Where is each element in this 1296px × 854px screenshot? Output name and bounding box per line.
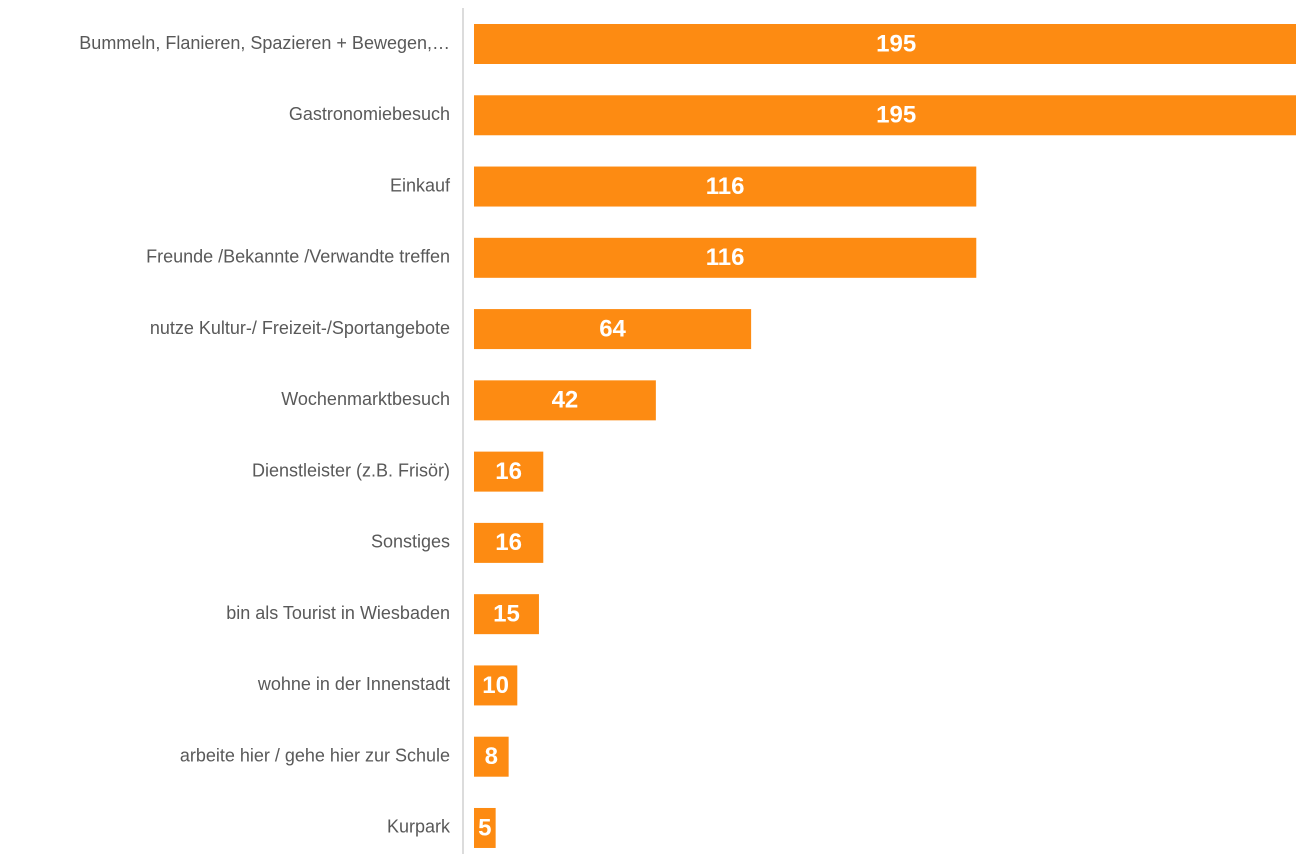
bar: [474, 309, 752, 350]
bar: [474, 166, 977, 207]
category-label: Dienstleister (z.B. Frisör): [252, 460, 450, 480]
value-label: 8: [485, 743, 498, 770]
value-label: 15: [493, 601, 520, 628]
category-label: Bummeln, Flanieren, Spazieren + Bewegen,…: [79, 33, 450, 53]
value-label: 195: [876, 102, 916, 129]
value-label: 116: [706, 173, 745, 200]
value-label: 116: [706, 244, 745, 271]
value-label: 10: [482, 672, 509, 699]
bar: [474, 95, 1296, 136]
category-label: nutze Kultur-/ Freizeit-/Sportangebote: [150, 318, 450, 338]
bar: [474, 522, 544, 563]
category-label: arbeite hier / gehe hier zur Schule: [180, 745, 450, 765]
bar: [474, 665, 518, 706]
value-label: 5: [478, 814, 491, 841]
category-label: Sonstiges: [371, 532, 450, 552]
category-label: Kurpark: [387, 817, 451, 837]
value-label: 64: [599, 315, 626, 342]
bar: [474, 380, 656, 421]
bar: [474, 807, 496, 848]
bar: [474, 736, 509, 777]
category-label: Einkauf: [390, 175, 451, 195]
bar: [474, 451, 544, 492]
value-label: 42: [552, 387, 579, 414]
category-label: Gastronomiebesuch: [289, 104, 450, 124]
value-label: 16: [495, 458, 522, 485]
category-label: wohne in der Innenstadt: [257, 674, 450, 694]
category-label: Wochenmarktbesuch: [281, 389, 450, 409]
category-label: Freunde /Bekannte /Verwandte treffen: [146, 247, 450, 267]
bar: [474, 24, 1296, 64]
value-label: 16: [495, 529, 522, 556]
category-label: bin als Tourist in Wiesbaden: [226, 603, 450, 623]
value-label: 195: [876, 30, 916, 57]
bar: [474, 237, 977, 278]
bar: [474, 594, 539, 635]
